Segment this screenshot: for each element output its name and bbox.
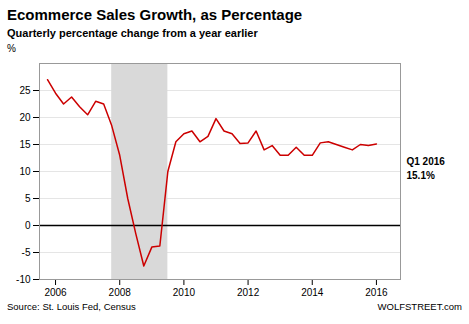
svg-text:2016: 2016 <box>365 287 388 298</box>
svg-text:2008: 2008 <box>109 287 132 298</box>
svg-text:10: 10 <box>19 166 31 177</box>
svg-text:-10: -10 <box>16 274 31 285</box>
svg-text:2010: 2010 <box>173 287 196 298</box>
html-text:Quarterly percentage change fr: Quarterly percentage change from a year … <box>7 27 258 39</box>
svg-text:5: 5 <box>25 193 31 204</box>
svg-text:2012: 2012 <box>237 287 260 298</box>
svg-text:25: 25 <box>19 85 31 96</box>
html-text:Ecommerce Sales Growth, as Per: Ecommerce Sales Growth, as Percentage <box>7 6 303 23</box>
svg-text:15.1%: 15.1% <box>407 170 435 181</box>
svg-text:15: 15 <box>19 139 31 150</box>
html-text:Source: St. Louis Fed, Census: Source: St. Louis Fed, Census <box>7 301 136 312</box>
svg-text:-5: -5 <box>22 247 31 258</box>
svg-text:Q1 2016: Q1 2016 <box>407 156 446 167</box>
svg-text:20: 20 <box>19 112 31 123</box>
html-text:WOLFSTREET.com: WOLFSTREET.com <box>377 301 462 312</box>
svg-text:2014: 2014 <box>301 287 324 298</box>
svg-text:2006: 2006 <box>44 287 67 298</box>
svg-text:0: 0 <box>25 220 31 231</box>
